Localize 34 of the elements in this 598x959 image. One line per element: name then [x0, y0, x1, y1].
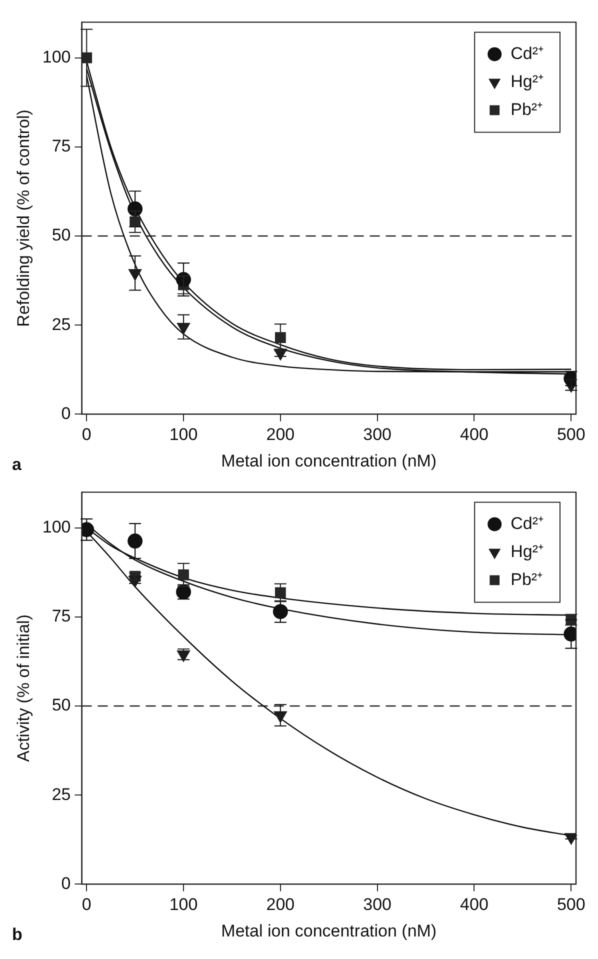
x-tick-label: 200	[266, 425, 295, 444]
x-tick-label: 300	[363, 425, 392, 444]
x-tick-label: 400	[460, 425, 488, 444]
x-tick-label: 500	[556, 425, 586, 444]
x-axis-title: Metal ion concentration (nM)	[221, 451, 437, 470]
x-tick-label: 200	[266, 895, 295, 914]
x-axis-title: Metal ion concentration (nM)	[221, 921, 437, 940]
y-tick-label: 50	[52, 226, 71, 245]
y-tick-label: 100	[42, 48, 71, 67]
x-tick-label: 500	[556, 895, 586, 914]
y-tick-label: 25	[52, 784, 71, 804]
text: b	[12, 925, 22, 944]
y-tick-label: 0	[61, 404, 71, 423]
y-tick-label: 100	[42, 518, 71, 537]
y-tick-label: 75	[52, 136, 71, 156]
legend-label: Pb²⁺	[510, 570, 544, 589]
legend-label: Pb²⁺	[510, 100, 544, 119]
x-tick-label: 0	[82, 425, 92, 444]
x-tick-label: 0	[82, 895, 92, 914]
x-tick-label: 100	[169, 895, 198, 914]
legend-label: Cd²⁺	[510, 44, 544, 63]
x-tick-label: 100	[169, 425, 198, 444]
text: a	[12, 455, 22, 474]
x-tick-label: 400	[460, 895, 488, 914]
y-axis-title: Activity (% of initial)	[14, 614, 33, 762]
y-tick-label: 0	[61, 874, 71, 893]
x-tick-label: 300	[363, 895, 392, 914]
legend-label: Hg²⁺	[510, 542, 544, 561]
y-tick-label: 25	[52, 314, 71, 334]
legend-label: Cd²⁺	[510, 514, 544, 533]
y-tick-label: 50	[52, 696, 71, 715]
y-axis-title: Refolding yield (% of control)	[14, 110, 33, 327]
y-tick-label: 75	[52, 606, 71, 626]
legend-label: Hg²⁺	[510, 72, 544, 91]
